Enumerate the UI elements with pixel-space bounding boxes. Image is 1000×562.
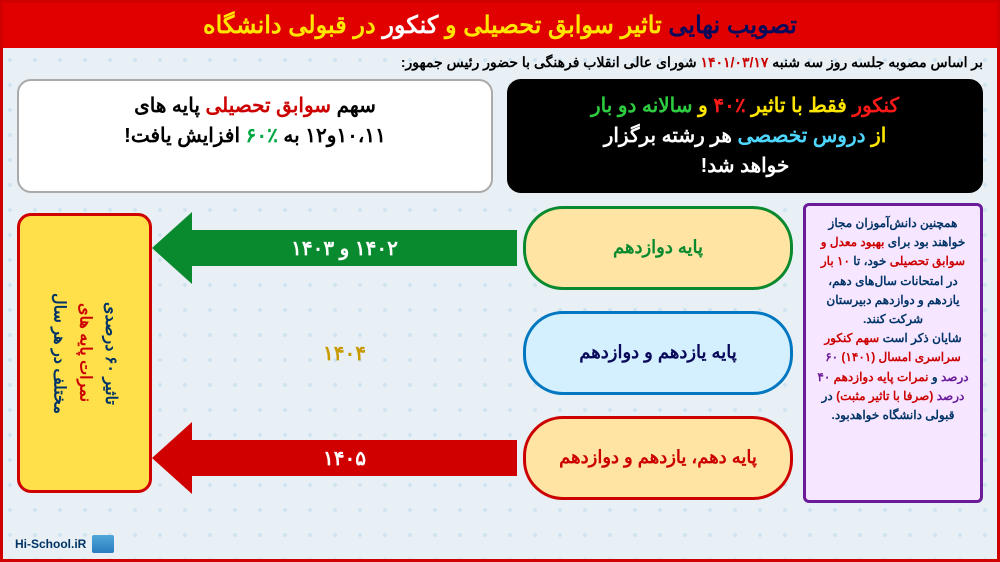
footer-credit: Hi-School.iR [15,535,114,553]
logo-icon [92,535,114,553]
header-part3b: در قبولی دانشگاه [203,12,376,39]
header-part1: تصویب نهایی [668,12,797,39]
info-row: کنکور فقط با تاثیر ٪۴۰ و سالانه دو بار ا… [3,75,997,203]
cloud-grade-10-11-12: پایه دهم، یازدهم و دوازدهم [523,416,793,500]
header-banner: تصویب نهایی تاثیر سوابق تحصیلی و کنکور د… [3,3,997,48]
sub-header: بر اساس مصوبه جلسه روز سه شنبه ۱۴۰۱/۰۳/۱… [3,48,997,75]
header-joiner: و [445,12,457,39]
konkur-box: کنکور فقط با تاثیر ٪۴۰ و سالانه دو بار ا… [507,79,983,193]
flow-row-3: پایه دهم، یازدهم و دوازدهم ۱۴۰۵ [162,413,793,503]
percent-box: سهم سوابق تحصیلی پایه های ۱۰،۱۱و۱۲ به ٪۶… [17,79,493,193]
arrow-1405: ۱۴۰۵ [152,430,517,486]
arrow-1402-1403: ۱۴۰۲ و ۱۴۰۳ [152,220,517,276]
summary-goldbox: تاثیر ۶۰ درصدی نمرات پایه های مختلف در ه… [17,213,152,493]
cloud-grade-12: پایه دوازدهم [523,206,793,290]
header-part2: تاثیر سوابق تحصیلی [463,12,662,39]
arrow-1404: ۱۴۰۴ [152,325,517,381]
flow-row-1: پایه دوازدهم ۱۴۰۲ و ۱۴۰۳ [162,203,793,293]
flow-row: همچنین دانش‌آموزان مجاز خواهند بود برای … [3,203,997,503]
flow-row-2: پایه یازدهم و دوازدهم ۱۴۰۴ [162,308,793,398]
side-note: همچنین دانش‌آموزان مجاز خواهند بود برای … [803,203,983,503]
flow-column: پایه دوازدهم ۱۴۰۲ و ۱۴۰۳ پایه یازدهم و د… [162,203,793,503]
header-part3a: کنکور [382,12,438,39]
cloud-grade-11-12: پایه یازدهم و دوازدهم [523,311,793,395]
